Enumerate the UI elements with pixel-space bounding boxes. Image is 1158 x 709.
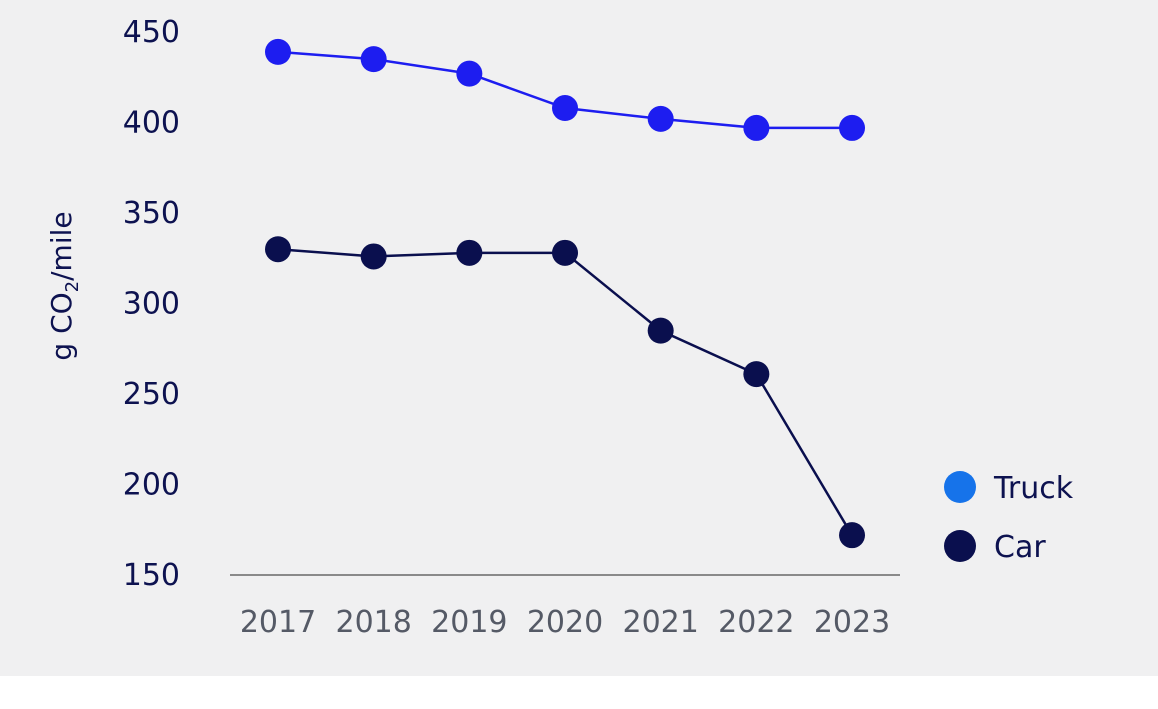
legend-marker xyxy=(944,471,976,503)
data-point-truck xyxy=(839,114,866,141)
y-axis-label: g CO2/mile xyxy=(45,211,83,360)
legend: Truck Car xyxy=(944,471,1074,565)
legend-marker xyxy=(944,530,976,562)
x-axis-ticks: 2017 2018 2019 2020 2021 2022 2023 xyxy=(240,605,890,640)
series-car xyxy=(265,236,866,549)
data-point-car xyxy=(839,522,866,549)
y-tick-label: 450 xyxy=(123,15,180,50)
y-tick-label: 200 xyxy=(123,468,180,503)
x-tick-label: 2018 xyxy=(335,605,411,640)
y-tick-label: 400 xyxy=(123,106,180,141)
legend-label: Truck xyxy=(993,471,1074,506)
data-point-truck xyxy=(360,46,387,73)
y-tick-label: 150 xyxy=(123,558,180,593)
data-point-car xyxy=(647,317,674,344)
data-point-car xyxy=(360,243,387,270)
x-tick-label: 2021 xyxy=(623,605,699,640)
x-tick-label: 2022 xyxy=(718,605,794,640)
y-tick-label: 250 xyxy=(123,377,180,412)
series-line-car xyxy=(277,247,854,536)
data-point-car xyxy=(265,236,291,263)
y-tick-label: 300 xyxy=(123,287,180,322)
y-axis-ticks: 150 200 250 300 350 400 450 xyxy=(123,15,180,593)
y-axis-label-text: g CO2/mile xyxy=(45,211,83,360)
data-point-truck xyxy=(647,105,674,132)
legend-item-car: Car xyxy=(944,530,1046,565)
x-tick-label: 2019 xyxy=(431,605,507,640)
x-tick-label: 2020 xyxy=(527,605,603,640)
x-tick-label: 2017 xyxy=(240,605,316,640)
legend-label: Car xyxy=(994,530,1046,565)
series-layer xyxy=(265,38,866,549)
x-tick-label: 2023 xyxy=(814,605,890,640)
legend-item-truck: Truck xyxy=(944,471,1074,506)
series-truck xyxy=(265,38,866,141)
data-point-truck xyxy=(743,114,770,141)
y-tick-label: 350 xyxy=(123,196,180,231)
data-point-car xyxy=(456,239,483,266)
data-point-car xyxy=(743,361,770,388)
chart-panel: g CO2/mile 150 200 250 300 350 400 450 2017 201… xyxy=(0,0,1158,676)
data-point-truck xyxy=(265,38,291,65)
data-point-truck xyxy=(552,95,579,122)
data-point-car xyxy=(552,239,579,266)
data-point-truck xyxy=(456,60,483,87)
